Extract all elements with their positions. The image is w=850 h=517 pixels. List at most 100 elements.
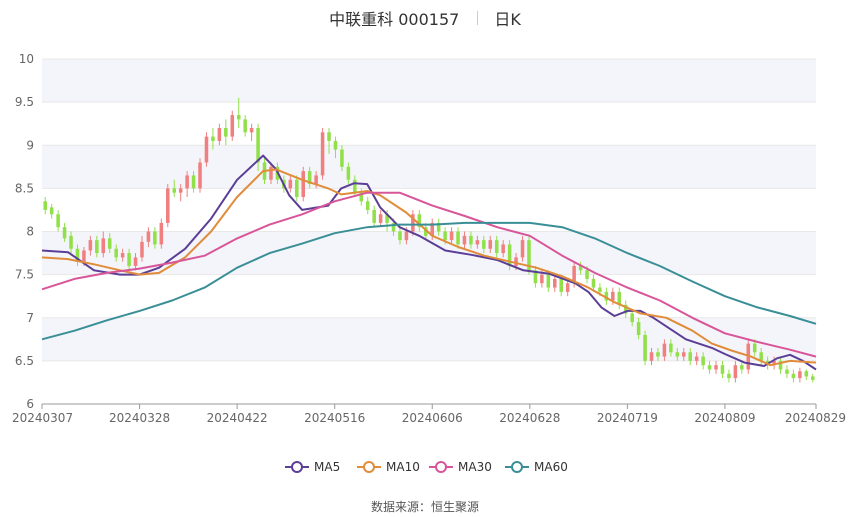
candle-body [785,369,789,374]
candle-body [514,257,518,266]
candle [656,347,660,361]
candle-body [804,371,809,377]
candle-body [591,278,596,288]
candle [333,136,338,159]
candle [417,209,422,232]
candle [643,330,647,366]
legend-item-ma30[interactable]: MA30 [429,460,492,474]
y-tick-label: 9 [26,138,34,152]
candle [798,367,802,383]
candle-body [204,136,209,163]
candle-body [759,352,763,361]
candle-body [56,214,60,228]
candle-body [675,352,680,357]
candle-body [256,128,260,163]
candle-body [649,352,654,361]
x-axis: 20240307 20240328 20240422 20240516 20240606… [12,403,846,425]
candle [178,184,183,202]
candle [604,287,609,305]
grid-lines [42,58,816,405]
title-separator [477,11,479,25]
candle-body [623,304,628,314]
candle-body [811,376,815,380]
candle-body [469,235,473,245]
candle-body [656,352,660,357]
candle-body [733,365,738,379]
candle-body [288,179,293,189]
candle-body [172,188,176,193]
legend-item-ma10[interactable]: MA10 [357,460,420,474]
candle-body [411,214,415,232]
candle-body [333,140,338,150]
candlestick-chart: 66.577.588.599.510 20240307 20240328 20240… [12,52,846,474]
candle-body [82,250,86,262]
candle-body [688,352,692,361]
candle [340,145,344,172]
candle-body [714,365,718,370]
candle-body [611,291,615,301]
candle-body [727,373,731,379]
band [42,145,816,189]
legend-label: MA60 [534,460,568,474]
candle [378,209,383,228]
y-tick-label: 8.5 [15,181,34,195]
candle [688,347,692,366]
candle-body [372,209,376,223]
candle-body [236,115,241,120]
candle-body [88,240,93,251]
candle [553,274,557,292]
candle [811,373,815,383]
candle [230,110,235,141]
legend-item-ma5[interactable]: MA5 [285,460,340,474]
candle [456,227,460,249]
candle-body [249,128,254,133]
candle [88,235,93,256]
candle [475,235,480,249]
legend-label: MA10 [386,460,420,474]
candle-body [153,231,157,245]
candle-body [488,240,493,249]
legend-marker [363,461,375,473]
data-source: 数据来源：恒生聚源 [370,500,479,514]
candle [714,360,718,374]
candle [172,179,176,197]
candle-body [320,132,325,176]
candle-body [217,128,222,141]
candle [617,287,622,310]
candle [449,227,454,245]
candle-body [604,291,609,301]
candle-body [166,188,170,223]
candle [159,218,164,249]
x-tick-label: 20240829 [785,411,846,425]
candle-body [598,287,602,292]
candle-body [185,175,189,189]
candle-body [436,222,441,232]
period-tab[interactable]: 日K [494,10,521,29]
candle-body [307,171,312,185]
candle-body [314,175,318,185]
legend-label: MA5 [314,460,340,474]
candle-body [559,278,563,292]
candle [62,222,67,242]
candle [411,209,415,236]
candle [494,235,499,258]
candle [346,162,351,185]
candle-body [43,201,47,210]
candle [127,248,131,271]
legend-item-ma60[interactable]: MA60 [505,460,568,474]
y-tick-label: 7 [26,311,34,325]
candle [95,235,99,258]
candle-body [95,240,99,254]
candle [501,240,505,258]
candle [623,300,628,318]
candle-body [101,238,106,254]
candle [301,166,305,202]
band [42,317,816,361]
candle [701,352,705,370]
y-tick-label: 9.5 [15,95,34,109]
legend-marker [435,461,447,473]
candle-body [391,222,396,232]
candle-body [630,313,634,323]
legend-marker [291,461,303,473]
candle [785,365,789,379]
